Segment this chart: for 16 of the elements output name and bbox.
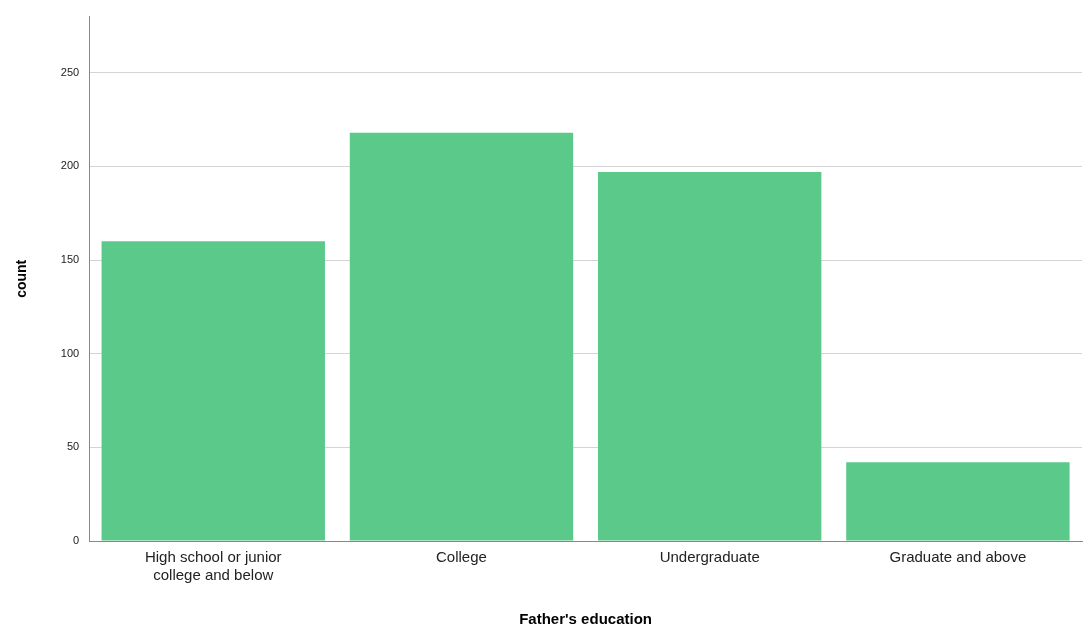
x-tick-label: Undergraduate [659, 548, 760, 566]
bar [349, 132, 574, 541]
x-tick-label: High school or junior college and below [144, 548, 282, 584]
bar [101, 241, 325, 541]
bar [846, 462, 1070, 541]
y-tick-label: 0 [73, 534, 80, 547]
y-tick-label: 50 [66, 440, 80, 453]
y-axis-title: count [13, 259, 30, 298]
x-tick-label: College [436, 548, 487, 566]
x-tick-label: Graduate and above [889, 548, 1027, 566]
x-axis-title: Father's education [519, 610, 652, 628]
bar [597, 172, 822, 541]
y-tick-label: 150 [60, 253, 80, 266]
y-tick-label: 200 [60, 159, 80, 172]
y-tick-label: 250 [60, 65, 80, 78]
y-tick-label: 100 [60, 346, 80, 359]
